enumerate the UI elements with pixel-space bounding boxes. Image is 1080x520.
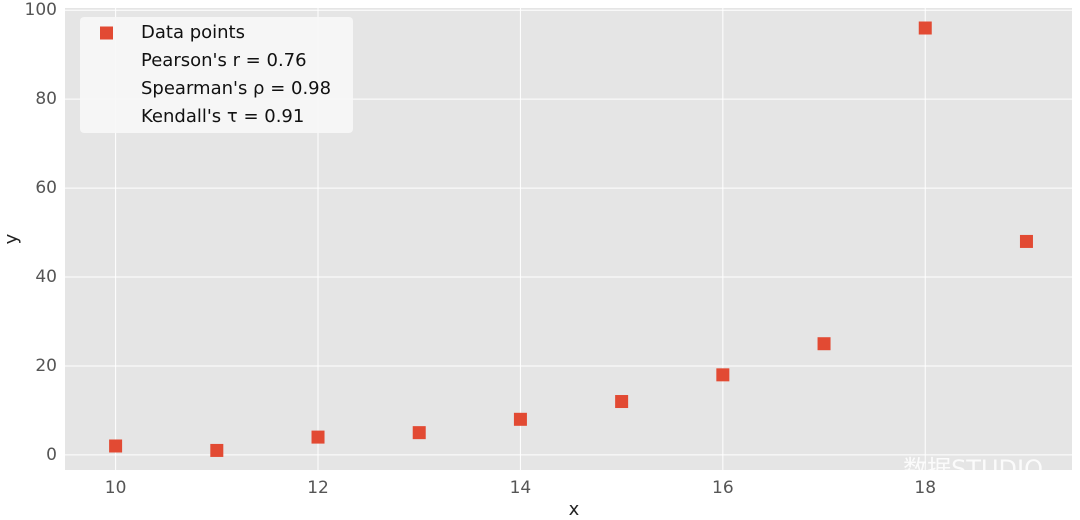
marks [109, 21, 1033, 457]
y-tick-label: 20 [35, 356, 57, 376]
y-axis-label: y [1, 233, 22, 244]
point [412, 426, 426, 440]
x-tick-label: 16 [712, 478, 734, 498]
legend-label: Pearson's r = 0.76 [141, 50, 307, 71]
point [210, 443, 224, 457]
point [1019, 234, 1033, 248]
x-tick-label: 12 [307, 478, 329, 498]
x-axis-label: x [569, 499, 580, 520]
y-tick-label: 40 [35, 267, 57, 287]
x-tick-label: 18 [914, 478, 936, 498]
y-tick-label: 0 [46, 445, 57, 465]
legend-box [80, 17, 353, 133]
y-tick-label: 80 [35, 89, 57, 109]
legend-marker [100, 26, 113, 40]
y-tick-label: 100 [25, 0, 57, 20]
point [311, 430, 325, 444]
legend-label: Spearman's ρ = 0.98 [141, 78, 331, 99]
point [615, 395, 629, 409]
x-tick-label: 10 [105, 478, 127, 498]
point [817, 337, 831, 351]
point [513, 412, 527, 426]
legend: Data points Pearson's r = 0.76 Spearman's … [80, 17, 353, 133]
point [918, 21, 932, 35]
x-tick-label: 14 [510, 478, 532, 498]
point [109, 439, 123, 453]
point [716, 368, 730, 382]
y-tick-label: 60 [35, 178, 57, 198]
legend-label: Kendall's τ = 0.91 [141, 106, 304, 127]
legend-label: Data points [141, 22, 245, 43]
watermark: 数据STUDIO [903, 455, 1043, 483]
